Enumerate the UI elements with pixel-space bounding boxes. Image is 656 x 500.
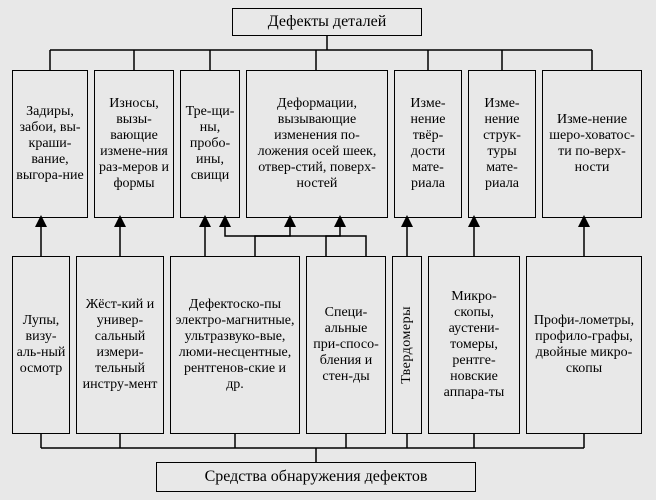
tool-label: Твердомеры <box>399 306 415 384</box>
defect-label: Изме-нение шеро-ховатос-ти по-верх-ности <box>546 112 638 176</box>
defect-label: Задиры, забои, вы-краши-вание, выгора-ни… <box>16 104 84 184</box>
tool-box: Дефектоско-пы электро-магнитные, ультраз… <box>170 256 300 434</box>
defect-box: Задиры, забои, вы-краши-вание, выгора-ни… <box>12 70 88 218</box>
tool-box: Лупы, визу-аль-ный осмотр <box>12 256 70 434</box>
tool-box-vertical: Твердомеры <box>392 256 422 434</box>
defect-box: Тре-щи-ны, пробо-ины, свищи <box>180 70 240 218</box>
defect-label: Деформации, вызывающие изменения по-ложе… <box>250 96 384 193</box>
tool-label: Микро-скопы, аустени-томеры, рентге-новс… <box>432 289 516 402</box>
defect-box: Изме-нение твёр-дости мате-риала <box>394 70 462 218</box>
tool-box: Микро-скопы, аустени-томеры, рентге-новс… <box>428 256 520 434</box>
defect-label: Износы, вызы-вающие измене-ния раз-меров… <box>98 96 170 193</box>
defect-box: Изме-нение шеро-ховатос-ти по-верх-ности <box>542 70 642 218</box>
defect-label: Изме-нение струк-туры мате-риала <box>472 96 532 193</box>
tool-box: Профи-лометры, профило-графы, двойные ми… <box>526 256 642 434</box>
tool-label: Профи-лометры, профило-графы, двойные ми… <box>530 313 638 377</box>
defect-label: Изме-нение твёр-дости мате-риала <box>398 96 458 193</box>
defect-box: Деформации, вызывающие изменения по-ложе… <box>246 70 388 218</box>
top-title-text: Дефекты деталей <box>268 13 387 31</box>
tool-box: Специ-альные при-спосо-бления и стен-ды <box>306 256 386 434</box>
defect-box: Изме-нение струк-туры мате-риала <box>468 70 536 218</box>
tool-label: Дефектоско-пы электро-магнитные, ультраз… <box>174 297 296 394</box>
bottom-title-box: Средства обнаружения дефектов <box>156 462 476 492</box>
tool-label: Специ-альные при-спосо-бления и стен-ды <box>310 305 382 385</box>
defect-label: Тре-щи-ны, пробо-ины, свищи <box>184 104 236 184</box>
top-title-box: Дефекты деталей <box>232 8 422 36</box>
bottom-title-text: Средства обнаружения дефектов <box>205 468 428 486</box>
tool-box: Жёст-кий и универ-сальный измери-тельный… <box>76 256 164 434</box>
tool-label: Лупы, визу-аль-ный осмотр <box>16 313 66 377</box>
tool-label: Жёст-кий и универ-сальный измери-тельный… <box>80 297 160 394</box>
defect-box: Износы, вызы-вающие измене-ния раз-меров… <box>94 70 174 218</box>
